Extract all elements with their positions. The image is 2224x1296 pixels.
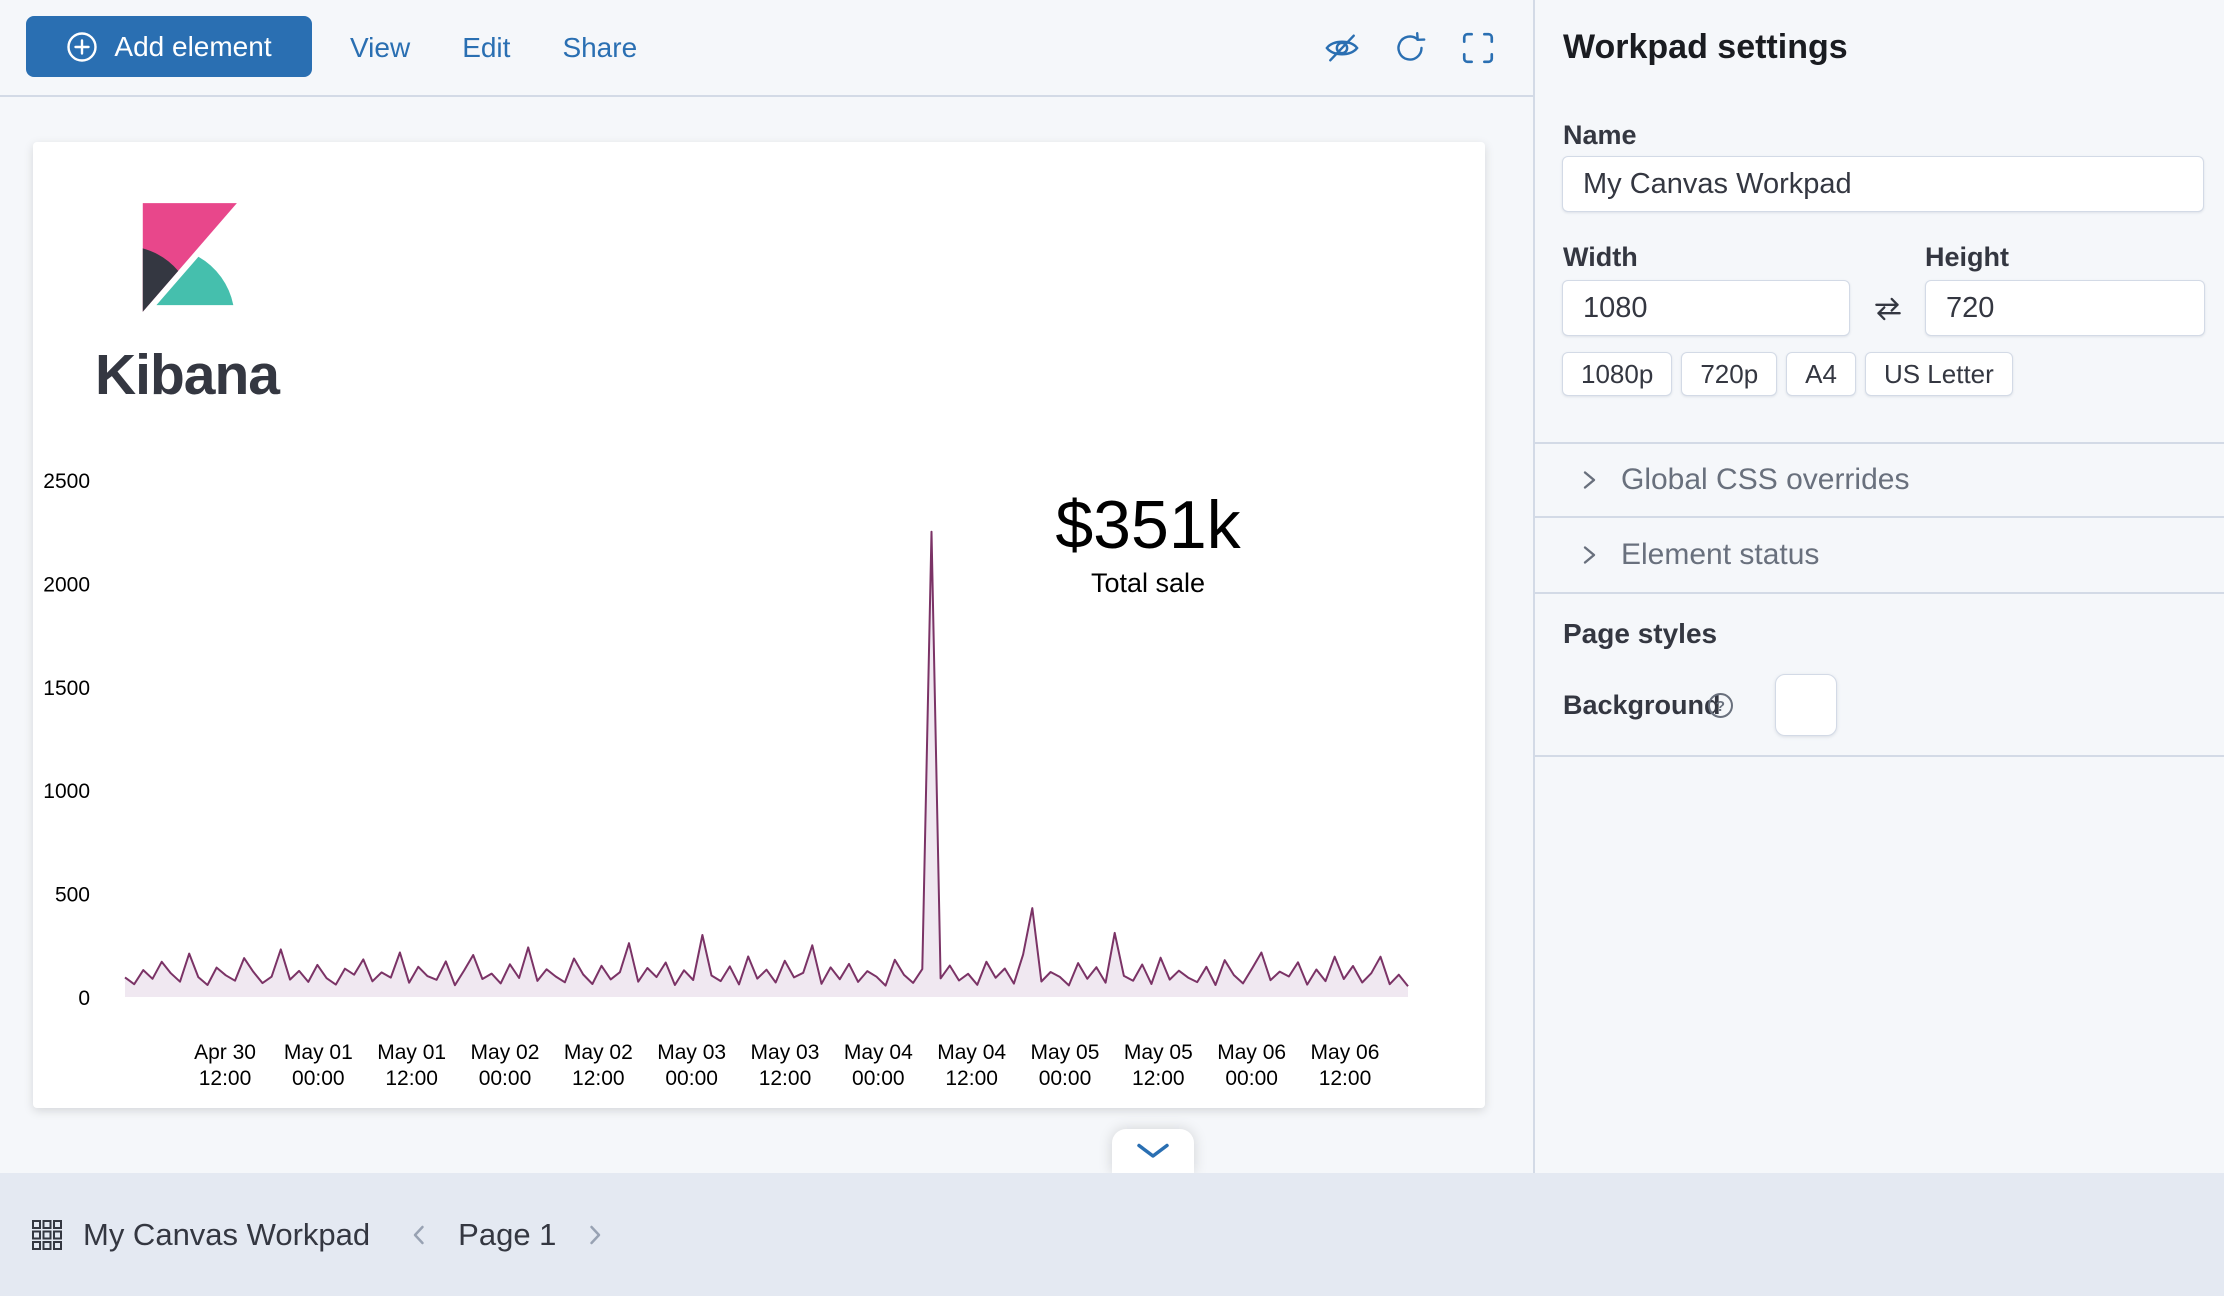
menu-edit[interactable]: Edit xyxy=(462,31,511,63)
chevron-right-icon xyxy=(1575,541,1603,569)
workpad-name-input[interactable] xyxy=(1562,156,2204,212)
element-status-label: Element status xyxy=(1621,538,1820,571)
background-label: Background xyxy=(1563,690,1721,720)
element-status-accordion[interactable]: Element status xyxy=(1535,518,2224,592)
divider xyxy=(1535,592,2224,594)
width-input[interactable] xyxy=(1562,280,1850,336)
menu-bar: View Edit Share xyxy=(350,0,637,95)
link-dimensions-icon[interactable] xyxy=(1869,290,1907,328)
add-element-label: Add element xyxy=(114,30,272,62)
svg-text:?: ? xyxy=(1716,698,1725,715)
size-presets: 1080p 720p A4 US Letter xyxy=(1562,352,2013,396)
global-css-accordion[interactable]: Global CSS overrides xyxy=(1535,444,2224,516)
background-color-swatch[interactable] xyxy=(1775,674,1837,736)
global-css-label: Global CSS overrides xyxy=(1621,463,1910,496)
menu-share[interactable]: Share xyxy=(562,31,638,63)
sales-line-chart: 0 500 1000 1500 2000 2500 Apr 30 12:00 May 01 00:… xyxy=(43,470,1409,1090)
workpad-settings-panel: Workpad settings Name Width Height 1080p… xyxy=(1533,0,2224,1173)
chevron-down-icon xyxy=(1135,1142,1171,1160)
divider xyxy=(1535,755,2224,757)
refresh-icon[interactable] xyxy=(1390,28,1430,68)
plus-circle-icon xyxy=(66,31,98,63)
svg-text:2500: 2500 xyxy=(43,470,90,493)
apps-grid-icon[interactable] xyxy=(27,1215,67,1255)
toolbar-icon-group xyxy=(1322,28,1498,68)
preset-us-letter-button[interactable]: US Letter xyxy=(1864,352,2013,396)
page-styles-label: Page styles xyxy=(1563,618,1718,649)
top-toolbar: Add element View Edit Share xyxy=(0,0,1533,97)
divider xyxy=(1535,442,2224,444)
name-label: Name xyxy=(1563,120,1637,150)
height-label: Height xyxy=(1925,242,2009,272)
kibana-wordmark: Kibana xyxy=(94,343,280,407)
preset-1080p-button[interactable]: 1080p xyxy=(1562,352,1673,396)
next-page-chevron-icon[interactable] xyxy=(580,1220,610,1250)
page-indicator[interactable]: Page 1 xyxy=(458,1216,557,1252)
metric-value: $351k xyxy=(1055,487,1241,563)
menu-view[interactable]: View xyxy=(350,31,411,63)
workpad-title[interactable]: My Canvas Workpad xyxy=(83,1216,371,1252)
metric-element[interactable]: $351k Total sale xyxy=(1033,486,1263,599)
svg-text:500: 500 xyxy=(55,884,90,907)
panel-title: Workpad settings xyxy=(1563,28,1848,66)
preset-720p-button[interactable]: 720p xyxy=(1681,352,1778,396)
metric-label: Total sale xyxy=(1090,568,1206,598)
next-page-button[interactable] xyxy=(1112,1129,1194,1173)
add-element-button[interactable]: Add element xyxy=(26,16,312,77)
divider xyxy=(1535,516,2224,518)
help-question-icon[interactable]: ? xyxy=(1707,692,1734,719)
previous-page-chevron-icon[interactable] xyxy=(404,1220,434,1250)
footer-bar: My Canvas Workpad Page 1 xyxy=(0,1173,2224,1296)
svg-text:1500: 1500 xyxy=(43,677,90,700)
svg-text:0: 0 xyxy=(78,987,90,1010)
kibana-logo-icon xyxy=(139,198,239,317)
chevron-right-icon xyxy=(1575,466,1603,494)
workpad-page[interactable]: Kibana 0 500 1000 1500 2000 2500 Apr 30 12:00 Ma… xyxy=(33,142,1485,1108)
height-input[interactable] xyxy=(1925,280,2205,336)
fullscreen-icon[interactable] xyxy=(1458,28,1498,68)
hide-toolbar-eye-slash-icon[interactable] xyxy=(1322,28,1362,68)
svg-text:2000: 2000 xyxy=(43,573,90,596)
width-label: Width xyxy=(1563,242,1638,272)
preset-a4-button[interactable]: A4 xyxy=(1786,352,1856,396)
canvas-workspace: Kibana 0 500 1000 1500 2000 2500 Apr 30 12:00 Ma… xyxy=(0,97,1533,1173)
svg-text:1000: 1000 xyxy=(43,780,90,803)
